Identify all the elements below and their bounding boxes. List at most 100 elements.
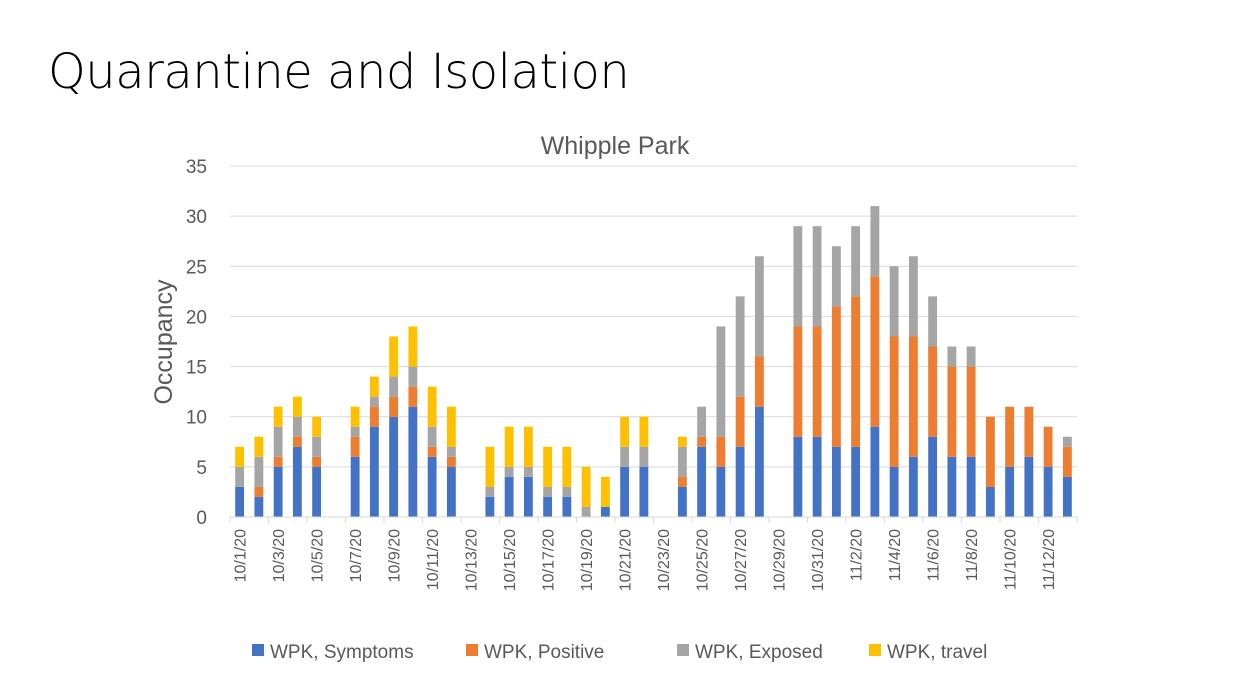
x-tick-label: 10/19/20 — [579, 529, 596, 591]
bar-wpk-positive-10-5-20 — [312, 456, 322, 467]
bar-wpk-positive-11-3-20 — [870, 276, 880, 427]
legend-swatch — [869, 644, 881, 656]
x-tick-label: 10/9/20 — [387, 529, 404, 582]
bar-wpk-symptoms-10-22-20 — [639, 466, 649, 517]
x-tick-label: 10/5/20 — [310, 529, 327, 582]
bar-wpk-exposed-10-9-20 — [389, 376, 399, 397]
bar-wpk-positive-11-4-20 — [889, 336, 899, 467]
bar-wpk-travel-10-18-20 — [562, 446, 572, 487]
bar-wpk-positive-11-6-20 — [928, 346, 938, 437]
bar-wpk-exposed-10-27-20 — [735, 296, 745, 397]
x-tick-label: 10/7/20 — [348, 529, 365, 582]
bar-wpk-symptoms-11-3-20 — [870, 426, 880, 517]
bar-wpk-exposed-10-22-20 — [639, 446, 649, 467]
y-tick-label: 15 — [186, 358, 207, 379]
slide-title: Quarantine and Isolation — [48, 44, 630, 100]
bar-wpk-exposed-10-3-20 — [273, 426, 283, 457]
bar-wpk-exposed-11-2-20 — [851, 226, 861, 297]
x-tick-label: 10/17/20 — [541, 529, 558, 591]
bar-wpk-symptoms-10-27-20 — [735, 446, 745, 517]
bar-wpk-travel-10-17-20 — [543, 446, 553, 487]
bar-wpk-positive-10-31-20 — [812, 326, 822, 437]
x-tick-label: 10/3/20 — [271, 529, 288, 582]
legend-swatch — [252, 644, 264, 656]
bar-wpk-travel-10-7-20 — [350, 406, 360, 427]
bar-wpk-symptoms-10-15-20 — [504, 476, 514, 517]
bar-wpk-positive-10-30-20 — [793, 326, 803, 437]
x-tick-label: 11/6/20 — [926, 529, 943, 581]
bar-wpk-symptoms-10-25-20 — [697, 446, 707, 517]
bar-wpk-positive-11-13-20 — [1062, 446, 1072, 477]
bar-wpk-exposed-10-31-20 — [812, 226, 822, 327]
bar-wpk-symptoms-10-18-20 — [562, 496, 572, 517]
bar-wpk-symptoms-11-11-20 — [1024, 456, 1034, 517]
bar-wpk-travel-10-2-20 — [254, 436, 264, 457]
bar-wpk-exposed-10-19-20 — [581, 506, 591, 517]
bar-wpk-travel-10-21-20 — [620, 416, 630, 447]
bar-wpk-exposed-10-12-20 — [446, 446, 456, 457]
bar-wpk-symptoms-11-5-20 — [908, 456, 918, 517]
legend-label: WPK, Positive — [484, 642, 604, 663]
x-tick-label: 11/12/20 — [1041, 529, 1058, 590]
legend-swatch — [677, 644, 689, 656]
x-tick-label: 10/25/20 — [695, 529, 712, 591]
bar-wpk-exposed-10-2-20 — [254, 456, 264, 487]
x-tick-label: 11/4/20 — [887, 529, 904, 581]
bar-wpk-symptoms-10-10-20 — [408, 406, 418, 517]
bar-wpk-exposed-10-15-20 — [504, 466, 514, 477]
bar-wpk-positive-11-9-20 — [985, 416, 995, 487]
bar-wpk-exposed-10-28-20 — [754, 256, 764, 357]
bar-wpk-symptoms-10-7-20 — [350, 456, 360, 517]
bar-wpk-symptoms-10-31-20 — [812, 436, 822, 517]
bar-wpk-travel-10-16-20 — [523, 426, 533, 467]
bar-wpk-travel-10-9-20 — [389, 336, 399, 377]
bar-wpk-positive-10-9-20 — [389, 396, 399, 417]
y-tick-label: 20 — [186, 307, 207, 328]
bar-wpk-exposed-11-8-20 — [966, 346, 976, 367]
bar-wpk-symptoms-10-3-20 — [273, 466, 283, 517]
bar-wpk-exposed-10-7-20 — [350, 426, 360, 437]
legend-item: WPK, Exposed — [677, 642, 823, 663]
bar-wpk-travel-10-22-20 — [639, 416, 649, 447]
legend-item: WPK, Symptoms — [252, 642, 414, 663]
bar-wpk-symptoms-11-2-20 — [851, 446, 861, 517]
bar-wpk-symptoms-11-8-20 — [966, 456, 976, 517]
chart-title: Whipple Park — [541, 132, 690, 160]
bar-wpk-exposed-10-26-20 — [716, 326, 726, 437]
legend-label: WPK, Exposed — [695, 642, 823, 663]
bar-wpk-positive-11-11-20 — [1024, 406, 1034, 457]
bar-wpk-exposed-10-21-20 — [620, 446, 630, 467]
bar-wpk-exposed-11-1-20 — [831, 246, 841, 307]
bar-wpk-travel-10-20-20 — [600, 476, 610, 507]
y-axis-label: Occupancy — [150, 279, 178, 405]
bar-wpk-travel-10-5-20 — [312, 416, 322, 437]
bar-wpk-positive-10-2-20 — [254, 486, 264, 497]
bar-wpk-symptoms-10-2-20 — [254, 496, 264, 517]
bar-wpk-positive-10-3-20 — [273, 456, 283, 467]
bar-wpk-positive-10-25-20 — [697, 436, 707, 447]
x-tick-label: 10/29/20 — [772, 529, 789, 591]
bar-wpk-symptoms-10-21-20 — [620, 466, 630, 517]
bar-wpk-symptoms-10-20-20 — [600, 506, 610, 517]
x-tick-label: 10/1/20 — [233, 529, 250, 582]
legend-item: WPK, Positive — [466, 642, 604, 663]
bar-wpk-exposed-10-16-20 — [523, 466, 533, 477]
bar-wpk-exposed-11-3-20 — [870, 206, 880, 277]
bar-wpk-travel-10-24-20 — [677, 436, 687, 447]
bar-wpk-symptoms-11-7-20 — [947, 456, 957, 517]
legend-label: WPK, travel — [887, 642, 987, 663]
bar-wpk-symptoms-10-4-20 — [292, 446, 302, 517]
bar-wpk-symptoms-11-4-20 — [889, 466, 899, 517]
bar-wpk-symptoms-10-26-20 — [716, 466, 726, 517]
bar-wpk-exposed-11-5-20 — [908, 256, 918, 337]
legend-label: WPK, Symptoms — [270, 642, 414, 663]
bar-wpk-symptoms-10-17-20 — [543, 496, 553, 517]
bar-wpk-travel-10-15-20 — [504, 426, 514, 467]
bar-wpk-exposed-10-24-20 — [677, 446, 687, 477]
legend-item: WPK, travel — [869, 642, 987, 663]
legend-swatch — [466, 644, 478, 656]
bar-wpk-travel-10-10-20 — [408, 326, 418, 367]
bar-wpk-positive-10-12-20 — [446, 456, 456, 467]
bar-wpk-exposed-10-5-20 — [312, 436, 322, 457]
bar-wpk-positive-11-10-20 — [1005, 406, 1015, 467]
